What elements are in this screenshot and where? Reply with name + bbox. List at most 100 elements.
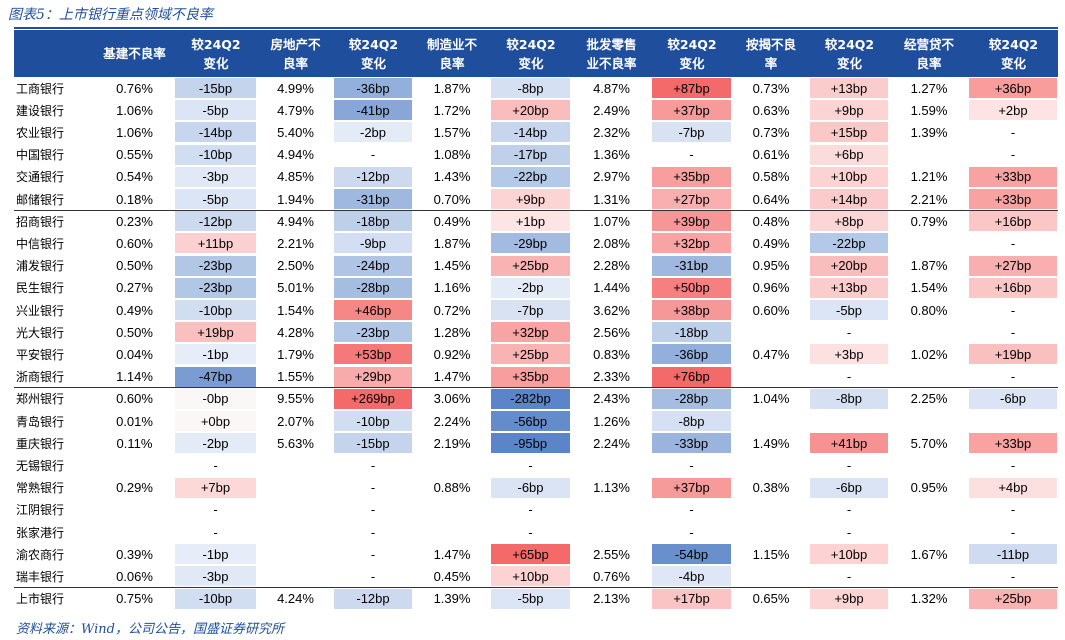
bank-name: 平安银行 xyxy=(16,347,65,362)
title-rule xyxy=(14,27,1058,29)
value-cell: 0.58% xyxy=(752,169,790,185)
column-header: 较24Q2 变化 xyxy=(988,36,1039,71)
change-cell: +32bp xyxy=(652,233,731,254)
table-row: 常熟银行 0.29% +7bp - 0.88% -6bp 1.13% +37bp 0.38% -6… xyxy=(14,477,1058,499)
change-cell: - xyxy=(370,568,376,584)
value-cell xyxy=(732,500,810,520)
bank-name: 民生银行 xyxy=(16,281,65,296)
column-header: 较24Q2 变化 xyxy=(348,36,399,71)
change-cell: -9bp xyxy=(334,233,412,254)
value-cell: 2.50% xyxy=(277,258,314,274)
value-cell: 2.97% xyxy=(593,169,630,185)
value-cell xyxy=(94,455,175,475)
value-cell xyxy=(571,522,652,542)
change-cell: -8bp xyxy=(810,388,888,409)
value-cell: 1.67% xyxy=(910,546,948,562)
value-cell: 2.55% xyxy=(593,546,630,562)
column-header: 制造业不 良率 xyxy=(426,36,477,71)
value-cell: 0.27% xyxy=(116,280,153,296)
value-cell xyxy=(413,455,491,475)
change-cell: -8bp xyxy=(491,78,570,98)
value-cell: 0.80% xyxy=(910,302,948,318)
table-row: 郑州银行 0.60% -0bp 9.55% +269bp 3.06% -282bp 2.43%… xyxy=(14,388,1058,410)
change-cell: +0bp xyxy=(175,411,256,431)
change-cell: -6bp xyxy=(491,477,570,498)
value-cell: 2.08% xyxy=(593,235,630,251)
value-cell xyxy=(889,522,969,542)
value-cell: 2.33% xyxy=(593,369,630,385)
value-cell: 0.60% xyxy=(116,235,153,251)
change-cell: +46bp xyxy=(334,300,412,320)
change-cell: -28bp xyxy=(652,388,731,409)
value-cell: 4.87% xyxy=(593,80,630,96)
change-cell: -14bp xyxy=(491,122,570,143)
change-cell: -15bp xyxy=(334,433,412,454)
value-cell xyxy=(732,367,810,387)
change-cell: +2bp xyxy=(969,100,1057,121)
change-cell: - xyxy=(689,502,694,518)
change-cell: +8bp xyxy=(810,211,888,232)
value-cell: 0.75% xyxy=(116,591,153,607)
bank-name: 江阴银行 xyxy=(16,503,65,518)
change-cell: - xyxy=(213,457,218,473)
change-cell: -12bp xyxy=(175,211,256,232)
change-cell: -33bp xyxy=(652,433,731,454)
value-cell xyxy=(571,500,652,520)
table-header: 基建不良率 较24Q2 变化 房地产不 良率 较24Q2 变化 制造业不 良率 较24Q2… xyxy=(14,30,1058,77)
table-row: 平安银行 0.04% -1bp 1.79% +53bp 0.92% +25bp 0.83% -3… xyxy=(14,343,1058,365)
bank-name: 工商银行 xyxy=(16,81,65,96)
table-row: 光大银行 0.50% +19bp 4.28% -23bp 1.28% +32bp 2.56% -… xyxy=(14,321,1058,343)
bank-name: 青岛银行 xyxy=(16,414,65,429)
change-cell: -0bp xyxy=(175,388,256,409)
value-cell xyxy=(732,522,810,542)
change-cell: +39bp xyxy=(652,211,731,232)
value-cell xyxy=(257,478,334,498)
change-cell: +37bp xyxy=(652,100,731,121)
value-cell: 2.24% xyxy=(593,435,630,451)
change-cell xyxy=(810,411,888,431)
value-cell: 2.13% xyxy=(593,591,630,607)
change-cell: - xyxy=(213,524,218,540)
bank-name: 瑞丰银行 xyxy=(16,569,65,584)
change-cell: -282bp xyxy=(491,388,570,409)
change-cell: +4bp xyxy=(969,477,1057,498)
change-cell: -8bp xyxy=(652,411,731,431)
change-cell: - xyxy=(370,546,376,562)
change-cell: - xyxy=(528,524,533,540)
change-cell: - xyxy=(370,502,376,518)
value-cell: 0.18% xyxy=(116,191,153,207)
value-cell: 4.85% xyxy=(277,169,314,185)
change-cell: - xyxy=(1010,302,1016,318)
column-header: 较24Q2 变化 xyxy=(506,36,556,71)
value-cell: 0.55% xyxy=(116,147,153,163)
bank-name: 交通银行 xyxy=(16,170,65,185)
value-cell: 5.40% xyxy=(277,124,314,140)
value-cell xyxy=(732,411,810,431)
change-cell: -47bp xyxy=(175,366,256,387)
value-cell xyxy=(413,500,491,520)
change-cell: - xyxy=(370,480,376,496)
value-cell: 1.54% xyxy=(910,280,948,296)
value-cell xyxy=(413,522,491,542)
value-cell: 1.36% xyxy=(593,147,630,163)
value-cell: 0.92% xyxy=(433,346,471,362)
change-cell: - xyxy=(846,324,852,340)
value-cell: 0.64% xyxy=(752,191,790,207)
table-row: 建设银行 1.06% -5bp 4.79% -41bp 1.72% +20bp 2.49% +3… xyxy=(14,99,1058,121)
change-cell: +35bp xyxy=(652,166,731,187)
change-cell: +35bp xyxy=(491,366,570,387)
value-cell: 1.44% xyxy=(593,280,630,296)
table-row: 工商银行 0.76% -15bp 4.99% -36bp 1.87% -8bp 4.87% +8… xyxy=(14,77,1058,99)
value-cell: 4.24% xyxy=(277,591,314,607)
value-cell: 0.79% xyxy=(910,213,948,229)
change-cell: -2bp xyxy=(175,433,256,454)
value-cell: 1.08% xyxy=(433,147,471,163)
change-cell: +10bp xyxy=(810,166,888,187)
table-row: 无锡银行 - - - - - - xyxy=(14,454,1058,476)
bank-name: 农业银行 xyxy=(16,125,65,140)
change-cell: - xyxy=(1010,369,1016,385)
change-cell: - xyxy=(1010,524,1016,540)
value-cell: 1.04% xyxy=(752,391,790,407)
value-cell: 0.60% xyxy=(752,302,790,318)
change-cell: +10bp xyxy=(491,566,570,587)
